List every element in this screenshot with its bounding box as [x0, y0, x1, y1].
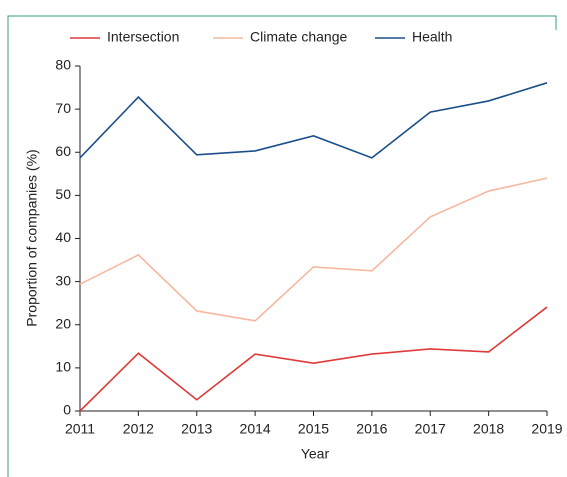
x-tick-label: 2013	[181, 421, 212, 437]
x-axis-label: Year	[301, 446, 330, 462]
frame	[7, 15, 557, 477]
x-tick-label: 2016	[356, 421, 387, 437]
y-tick-label: 20	[55, 315, 71, 331]
x-tick-label: 2011	[65, 421, 95, 437]
y-tick-label: 50	[55, 186, 71, 202]
y-tick-label: 80	[55, 57, 71, 73]
series-line	[79, 177, 548, 322]
y-tick-label: 0	[63, 402, 71, 418]
x-tick-label: 2017	[415, 421, 446, 437]
y-tick-label: 70	[55, 100, 71, 116]
legend-label: Health	[412, 29, 452, 45]
legend-label: Climate change	[250, 29, 347, 45]
legend-label: Intersection	[107, 29, 179, 45]
series-line	[79, 306, 548, 412]
x-tick-label: 2014	[240, 421, 271, 437]
x-tick-label: 2015	[298, 421, 329, 437]
y-tick-label: 30	[55, 272, 71, 288]
x-tick-label: 2018	[473, 421, 504, 437]
x-tick-label: 2012	[123, 421, 154, 437]
y-tick-label: 40	[55, 229, 71, 245]
series-line	[79, 82, 548, 159]
y-tick-label: 60	[55, 143, 71, 159]
y-axis-label: Proportion of companies (%)	[24, 149, 40, 326]
y-tick-label: 10	[55, 359, 71, 375]
x-tick-label: 2019	[531, 421, 562, 437]
